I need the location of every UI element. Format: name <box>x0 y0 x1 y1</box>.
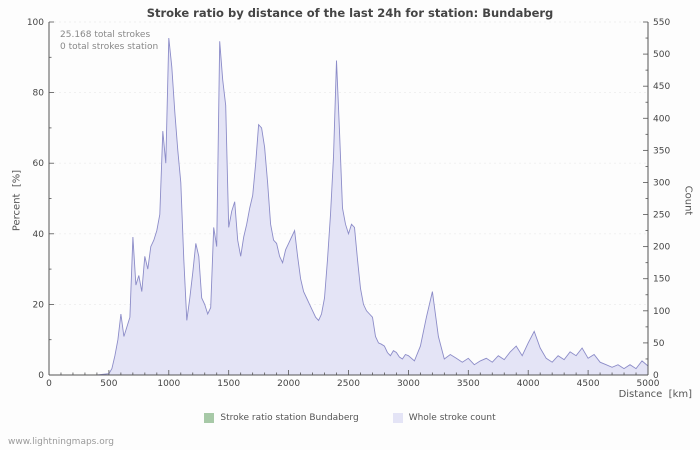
chart-legend: Stroke ratio station Bundaberg Whole str… <box>0 413 700 423</box>
legend-swatch-green <box>204 413 215 423</box>
svg-text:60: 60 <box>33 159 45 169</box>
svg-text:1500: 1500 <box>217 379 240 389</box>
legend-item-stroke-ratio: Stroke ratio station Bundaberg <box>204 413 359 423</box>
svg-text:4000: 4000 <box>517 379 540 389</box>
y-axis-label-right: Count <box>682 185 694 216</box>
legend-label: Stroke ratio station Bundaberg <box>220 413 359 423</box>
svg-text:1000: 1000 <box>157 379 180 389</box>
svg-text:20: 20 <box>33 300 45 310</box>
svg-text:5000: 5000 <box>637 379 660 389</box>
svg-text:50: 50 <box>653 339 665 349</box>
svg-text:500: 500 <box>100 379 117 389</box>
svg-text:550: 550 <box>653 18 670 28</box>
annotation-total-strokes-station: 0 total strokes station <box>60 42 159 52</box>
svg-text:0: 0 <box>38 371 44 381</box>
svg-text:0: 0 <box>46 379 52 389</box>
svg-text:2000: 2000 <box>277 379 300 389</box>
svg-text:3000: 3000 <box>397 379 420 389</box>
svg-text:400: 400 <box>653 114 670 124</box>
svg-text:200: 200 <box>653 243 670 253</box>
x-axis-label: Distance [km] <box>618 389 692 400</box>
svg-text:450: 450 <box>653 82 670 92</box>
svg-text:40: 40 <box>33 230 45 240</box>
svg-text:0: 0 <box>653 371 659 381</box>
legend-item-whole-stroke-count: Whole stroke count <box>392 413 496 423</box>
svg-text:250: 250 <box>653 211 670 221</box>
svg-text:3500: 3500 <box>457 379 480 389</box>
svg-text:150: 150 <box>653 275 670 285</box>
svg-text:80: 80 <box>33 89 45 99</box>
legend-swatch-lavender <box>392 413 403 423</box>
svg-text:350: 350 <box>653 146 670 156</box>
annotation-total-strokes: 25.168 total strokes <box>60 30 151 40</box>
svg-text:2500: 2500 <box>337 379 360 389</box>
legend-label: Whole stroke count <box>408 413 496 423</box>
chart-title: Stroke ratio by distance of the last 24h… <box>146 6 554 20</box>
svg-text:500: 500 <box>653 50 670 60</box>
svg-text:4500: 4500 <box>577 379 600 389</box>
y-axis-label-left: Percent [%] <box>11 169 23 232</box>
svg-text:100: 100 <box>653 307 670 317</box>
svg-text:100: 100 <box>27 18 44 28</box>
watermark-text: www.lightningmaps.org <box>8 437 114 447</box>
svg-text:300: 300 <box>653 178 670 188</box>
